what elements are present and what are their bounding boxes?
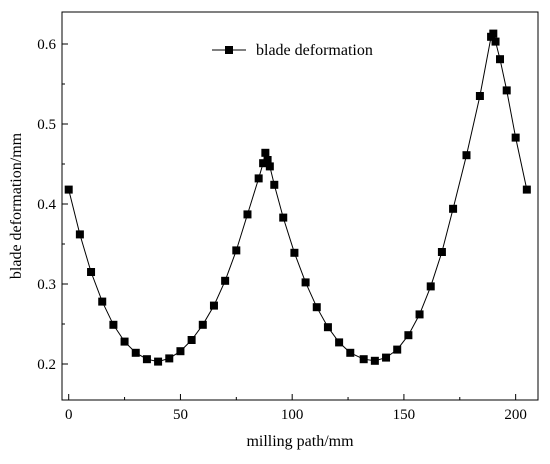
data-point [254,174,263,183]
data-point [489,29,498,38]
x-tick-label: 150 [393,407,416,423]
data-point [335,338,344,347]
y-tick-label: 0.4 [37,197,56,213]
data-point [98,297,107,306]
y-tick-label: 0.6 [37,37,56,53]
x-tick-label: 0 [65,407,73,423]
data-point [279,213,288,222]
x-tick-label: 100 [281,407,304,423]
plot-frame [61,11,539,401]
data-point [176,347,185,356]
data-point [120,337,129,346]
x-tick-label: 200 [504,407,527,423]
y-tick-label: 0.3 [37,277,56,293]
data-point [346,348,355,357]
data-point [323,323,332,332]
data-point [270,180,279,189]
data-point [415,310,424,319]
data-point [475,92,484,100]
data-point [109,320,118,329]
data-point [64,185,73,194]
data-point [359,355,368,364]
plot-area [61,11,539,401]
legend: blade deformation [212,42,373,59]
legend-label: blade deformation [256,42,373,59]
series-line [68,32,528,363]
data-point [187,336,196,344]
data-point [382,353,391,362]
data-point [462,151,471,160]
x-axis: 0 50 100 150 200 [65,394,527,423]
data-point [198,320,207,329]
data-point [370,356,379,365]
data-point [243,210,252,219]
data-point [502,86,511,95]
data-point [265,162,274,171]
data-point [301,278,310,287]
data-point [511,133,520,142]
data-point [259,159,268,168]
data-point [209,301,218,310]
y-tick-label: 0.2 [37,357,56,373]
data-point [437,248,446,256]
legend-marker [225,46,233,54]
y-axis: 0.2 0.3 0.4 0.5 0.6 [37,37,68,373]
x-axis-title: milling path/mm [246,433,354,450]
data-point [404,331,413,340]
y-tick-label: 0.5 [37,117,56,133]
data-point [131,348,140,357]
data-point [426,282,435,291]
data-point [290,248,299,257]
data-point [232,246,241,255]
data-point [261,148,270,157]
data-point [142,355,151,364]
x-tick-label: 50 [173,407,188,423]
data-point [75,230,84,239]
data-point [522,185,531,194]
data-point [312,303,321,312]
series-markers [64,29,531,366]
data-point [263,156,272,164]
data-point [87,268,96,276]
data-point [165,354,174,363]
data-point [496,55,505,64]
series-polyline [68,32,528,363]
data-point [393,345,402,354]
data-point [449,204,458,213]
y-axis-title: blade deformation/mm [8,132,25,279]
data-point [154,357,163,366]
data-point [221,276,230,285]
data-point [491,37,500,46]
